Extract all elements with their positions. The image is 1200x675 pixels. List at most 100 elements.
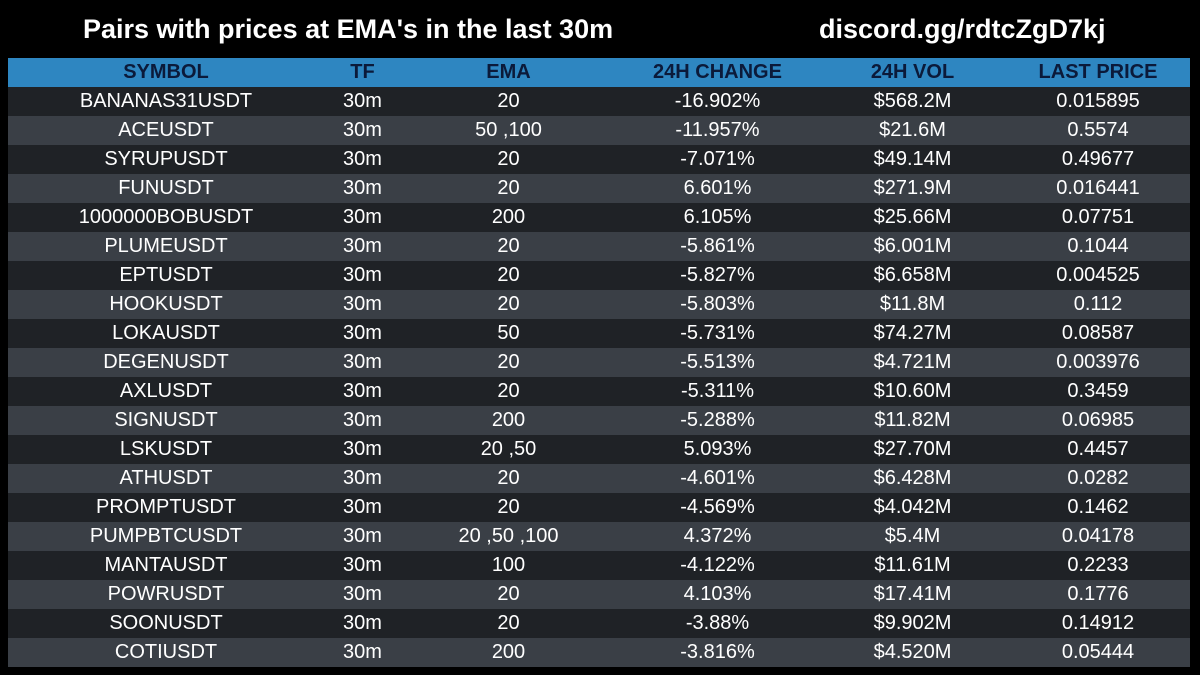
column-header-ema[interactable]: EMA bbox=[486, 61, 531, 83]
table-row[interactable]: AXLUSDT 30m 20 -5.311% $10.60M 0.3459 bbox=[8, 377, 1190, 406]
column-header-24h-vol[interactable]: 24H VOL bbox=[870, 61, 955, 83]
change-cell: -5.803% bbox=[680, 293, 755, 315]
volume-cell: $74.27M bbox=[873, 322, 952, 344]
table-row[interactable]: HOOKUSDT 30m 20 -5.803% $11.8M 0.112 bbox=[8, 290, 1190, 319]
column-header-last-price[interactable]: LAST PRICE bbox=[1038, 61, 1158, 83]
symbol-cell: SOONUSDT bbox=[109, 612, 223, 634]
table-row[interactable]: PROMPTUSDT 30m 20 -4.569% $4.042M 0.1462 bbox=[8, 493, 1190, 522]
symbol-cell: HOOKUSDT bbox=[109, 293, 223, 315]
volume-cell: $4.042M bbox=[873, 496, 952, 518]
ema-cell: 20 bbox=[497, 90, 520, 112]
tf-cell: 30m bbox=[343, 496, 382, 518]
tf-cell: 30m bbox=[343, 525, 382, 547]
volume-cell: $11.8M bbox=[879, 293, 946, 315]
table-row[interactable]: SOONUSDT 30m 20 -3.88% $9.902M 0.14912 bbox=[8, 609, 1190, 638]
ema-cell: 20 ,50 ,100 bbox=[458, 525, 559, 547]
tf-cell: 30m bbox=[343, 119, 382, 141]
symbol-cell: DEGENUSDT bbox=[103, 351, 229, 373]
symbol-cell: AXLUSDT bbox=[119, 380, 213, 402]
table-row[interactable]: ATHUSDT 30m 20 -4.601% $6.428M 0.0282 bbox=[8, 464, 1190, 493]
change-cell: -3.816% bbox=[680, 641, 755, 663]
tf-cell: 30m bbox=[343, 293, 382, 315]
symbol-cell: LSKUSDT bbox=[119, 438, 213, 460]
table-row[interactable]: PUMPBTCUSDT 30m 20 ,50 ,100 4.372% $5.4M 0.04… bbox=[8, 522, 1190, 551]
volume-cell: $11.82M bbox=[874, 409, 951, 431]
table-row[interactable]: BANANAS31USDT 30m 20 -16.902% $568.2M 0.01589… bbox=[8, 87, 1190, 116]
price-cell: 0.1044 bbox=[1067, 235, 1129, 257]
ema-cell: 20 bbox=[497, 583, 520, 605]
ema-cell: 20 bbox=[497, 467, 520, 489]
column-header-tf[interactable]: TF bbox=[350, 61, 375, 83]
volume-cell: $27.70M bbox=[873, 438, 952, 460]
ema-cell: 20 bbox=[497, 148, 520, 170]
table-row[interactable]: ACEUSDT 30m 50 ,100 -11.957% $21.6M 0.5574 bbox=[8, 116, 1190, 145]
table-row[interactable]: DEGENUSDT 30m 20 -5.513% $4.721M 0.003976 bbox=[8, 348, 1190, 377]
table-row[interactable]: EPTUSDT 30m 20 -5.827% $6.658M 0.004525 bbox=[8, 261, 1190, 290]
volume-cell: $4.520M bbox=[873, 641, 952, 663]
tf-cell: 30m bbox=[343, 351, 382, 373]
tf-cell: 30m bbox=[343, 583, 382, 605]
table-row[interactable]: POWRUSDT 30m 20 4.103% $17.41M 0.1776 bbox=[8, 580, 1190, 609]
page-title: Pairs with prices at EMA's in the last 3… bbox=[83, 14, 614, 44]
table-row[interactable]: SYRUPUSDT 30m 20 -7.071% $49.14M 0.49677 bbox=[8, 145, 1190, 174]
column-header-symbol[interactable]: SYMBOL bbox=[123, 61, 209, 83]
price-cell: 0.015895 bbox=[1056, 90, 1140, 112]
volume-cell: $5.4M bbox=[884, 525, 941, 547]
symbol-cell: ATHUSDT bbox=[119, 467, 213, 489]
symbol-cell: BANANAS31USDT bbox=[79, 90, 253, 112]
table-row[interactable]: COTIUSDT 30m 200 -3.816% $4.520M 0.05444 bbox=[8, 638, 1190, 667]
column-header-24h-change[interactable]: 24H CHANGE bbox=[653, 61, 782, 83]
tf-cell: 30m bbox=[343, 235, 382, 257]
table-row[interactable]: FUNUSDT 30m 20 6.601% $271.9M 0.016441 bbox=[8, 174, 1190, 203]
table-row[interactable]: PLUMEUSDT 30m 20 -5.861% $6.001M 0.1044 bbox=[8, 232, 1190, 261]
table-row[interactable]: 1000000BOBUSDT 30m 200 6.105% $25.66M 0.07751 bbox=[8, 203, 1190, 232]
change-cell: -5.731% bbox=[680, 322, 755, 344]
volume-cell: $25.66M bbox=[873, 206, 952, 228]
volume-cell: $568.2M bbox=[873, 90, 952, 112]
price-cell: 0.003976 bbox=[1056, 351, 1140, 373]
symbol-cell: FUNUSDT bbox=[118, 177, 214, 199]
table-row[interactable]: SIGNUSDT 30m 200 -5.288% $11.82M 0.06985 bbox=[8, 406, 1190, 435]
symbol-cell: 1000000BOBUSDT bbox=[78, 206, 254, 228]
symbol-cell: ACEUSDT bbox=[118, 119, 214, 141]
price-cell: 0.5574 bbox=[1067, 119, 1129, 141]
ema-cell: 20 bbox=[497, 612, 520, 634]
symbol-cell: COTIUSDT bbox=[114, 641, 218, 663]
ema-cell: 200 bbox=[491, 409, 526, 431]
change-cell: -5.827% bbox=[680, 264, 755, 286]
ema-cell: 20 bbox=[497, 380, 520, 402]
price-cell: 0.08587 bbox=[1061, 322, 1135, 344]
table-row[interactable]: LSKUSDT 30m 20 ,50 5.093% $27.70M 0.4457 bbox=[8, 435, 1190, 464]
change-cell: 4.103% bbox=[683, 583, 752, 605]
tf-cell: 30m bbox=[343, 554, 382, 576]
discord-link[interactable]: discord.gg/rdtcZgD7kj bbox=[819, 14, 1106, 44]
table-row[interactable]: MANTAUSDT 30m 100 -4.122% $11.61M 0.2233 bbox=[8, 551, 1190, 580]
table-row[interactable]: LOKAUSDT 30m 50 -5.731% $74.27M 0.08587 bbox=[8, 319, 1190, 348]
volume-cell: $271.9M bbox=[873, 177, 952, 199]
volume-cell: $6.428M bbox=[873, 467, 952, 489]
change-cell: 5.093% bbox=[683, 438, 752, 460]
change-cell: -4.569% bbox=[680, 496, 755, 518]
change-cell: 6.601% bbox=[683, 177, 752, 199]
volume-cell: $21.6M bbox=[879, 119, 946, 141]
volume-cell: $17.41M bbox=[873, 583, 952, 605]
price-cell: 0.4457 bbox=[1067, 438, 1129, 460]
price-cell: 0.3459 bbox=[1067, 380, 1129, 402]
tf-cell: 30m bbox=[343, 177, 382, 199]
ema-cell: 20 bbox=[497, 177, 520, 199]
price-cell: 0.04178 bbox=[1061, 525, 1135, 547]
volume-cell: $11.61M bbox=[874, 554, 951, 576]
tf-cell: 30m bbox=[343, 467, 382, 489]
tf-cell: 30m bbox=[343, 409, 382, 431]
ema-cell: 20 bbox=[497, 235, 520, 257]
price-cell: 0.2233 bbox=[1067, 554, 1129, 576]
symbol-cell: SIGNUSDT bbox=[114, 409, 218, 431]
price-cell: 0.0282 bbox=[1067, 467, 1129, 489]
change-cell: -5.311% bbox=[680, 380, 754, 402]
change-cell: -3.88% bbox=[685, 612, 750, 634]
change-cell: -5.861% bbox=[680, 235, 755, 257]
table-body: BANANAS31USDT 30m 20 -16.902% $568.2M 0.01589… bbox=[8, 87, 1190, 667]
change-cell: -4.122% bbox=[680, 554, 755, 576]
symbol-cell: EPTUSDT bbox=[119, 264, 213, 286]
tf-cell: 30m bbox=[343, 264, 382, 286]
